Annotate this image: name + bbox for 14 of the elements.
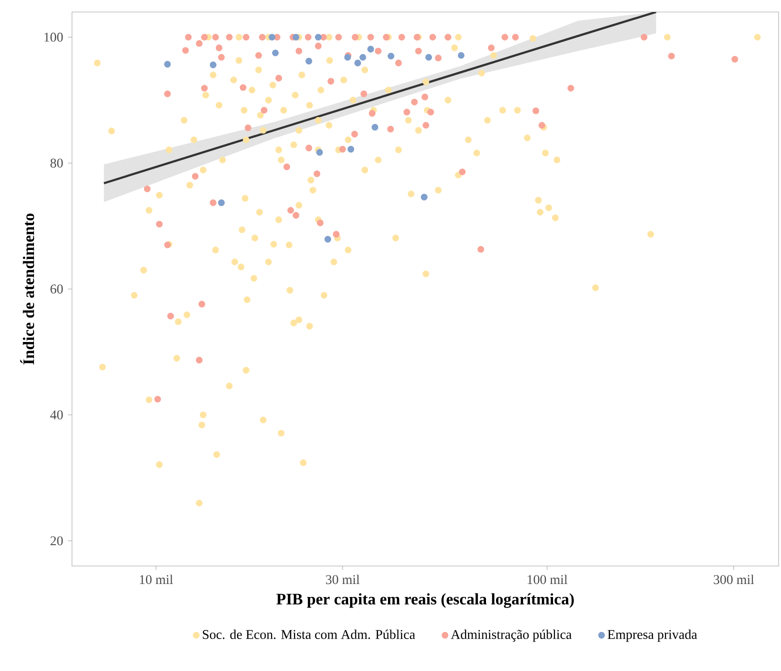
x-tick-label: 300 mil xyxy=(714,574,754,584)
x-tick-label: 10 mil xyxy=(140,574,173,584)
legend-label: Soc. de Econ. Mista com Adm. Pública xyxy=(202,630,416,640)
x-axis-title: PIB per capita em reais (escala logarítmica) xyxy=(276,593,574,608)
y-tick-label: 60 xyxy=(50,284,63,294)
y-tick-label: 100 xyxy=(44,32,63,42)
x-tick-label: 100 mil xyxy=(528,574,568,584)
y-tick-label: 20 xyxy=(50,536,63,546)
legend-label: Administração pública xyxy=(450,630,572,642)
y-axis-title: Índice de atendimento xyxy=(20,214,34,364)
y-tick-label: 40 xyxy=(50,410,63,420)
x-tick-label: 30 mil xyxy=(326,574,360,584)
legend-label: Empresa privada xyxy=(608,630,698,642)
y-tick-label: 80 xyxy=(50,158,63,168)
